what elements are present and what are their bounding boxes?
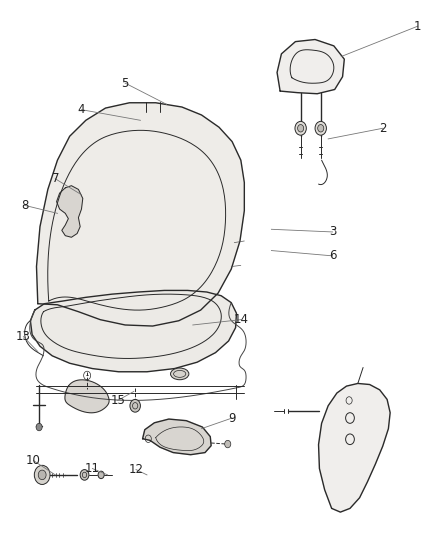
Circle shape bbox=[315, 122, 326, 135]
Circle shape bbox=[98, 471, 104, 479]
Circle shape bbox=[297, 125, 304, 132]
Circle shape bbox=[38, 470, 46, 480]
Text: 5: 5 bbox=[121, 77, 129, 90]
Text: 11: 11 bbox=[85, 462, 100, 475]
Circle shape bbox=[318, 125, 324, 132]
Circle shape bbox=[295, 122, 306, 135]
Circle shape bbox=[80, 470, 89, 480]
Text: 2: 2 bbox=[379, 122, 386, 135]
Text: 15: 15 bbox=[110, 394, 125, 407]
Polygon shape bbox=[30, 290, 237, 372]
Text: 6: 6 bbox=[329, 249, 336, 262]
Text: 13: 13 bbox=[16, 330, 31, 343]
Text: 1: 1 bbox=[414, 20, 421, 33]
Circle shape bbox=[36, 423, 42, 431]
Polygon shape bbox=[65, 380, 109, 413]
Text: 8: 8 bbox=[21, 199, 28, 212]
Circle shape bbox=[34, 465, 50, 484]
Polygon shape bbox=[36, 103, 244, 326]
Circle shape bbox=[225, 440, 231, 448]
Text: 9: 9 bbox=[228, 411, 236, 424]
Text: 3: 3 bbox=[329, 225, 336, 238]
Text: 4: 4 bbox=[78, 103, 85, 116]
Circle shape bbox=[130, 399, 141, 412]
Text: 14: 14 bbox=[233, 313, 248, 326]
Polygon shape bbox=[277, 39, 344, 94]
Polygon shape bbox=[143, 419, 211, 455]
Ellipse shape bbox=[170, 368, 189, 379]
Polygon shape bbox=[318, 383, 390, 512]
Polygon shape bbox=[57, 185, 83, 237]
Text: 12: 12 bbox=[128, 463, 144, 476]
Text: 7: 7 bbox=[52, 172, 59, 185]
Text: 10: 10 bbox=[26, 454, 41, 467]
